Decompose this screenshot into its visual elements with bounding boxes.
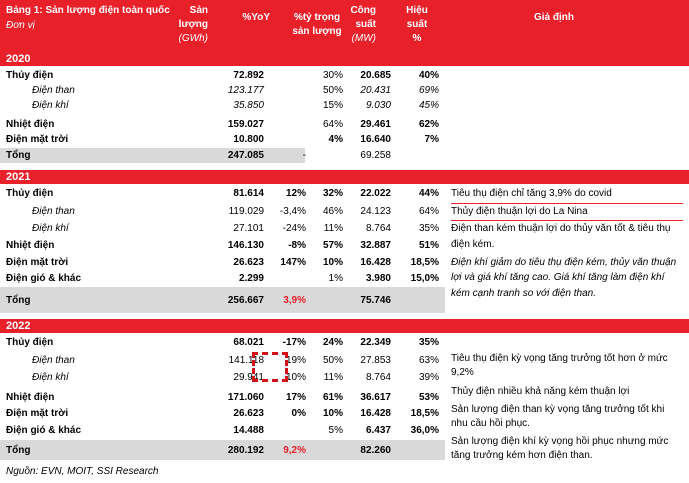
- header-output-1: Sản: [189, 5, 208, 16]
- table-row: Điện khí 35.850 15% 9.030 45%: [32, 100, 439, 111]
- table-row: Điện than 123.177 50% 20.431 69%: [32, 85, 439, 96]
- total-row-2021: Tổng 256.667 3,9% 75.746: [6, 295, 391, 306]
- total-band-2022: [0, 440, 445, 460]
- total-row-2022: Tổng 280.192 9,2% 82.260: [6, 445, 391, 456]
- header-cap-unit: (MW): [351, 33, 376, 44]
- header-eff-unit: %: [412, 33, 422, 44]
- header-eff-2: suất: [406, 19, 428, 30]
- year-label: 2022: [6, 320, 31, 332]
- note-2022: Sản lượng điện than kỳ vọng tăng trưởng …: [451, 404, 665, 415]
- year-bar-2021: 2021: [0, 170, 689, 184]
- note-2021: điện kém.: [451, 239, 495, 250]
- note-2022: Thủy điện nhiều khả năng kém thuận lợi: [451, 386, 630, 397]
- note-2021: lợi và giá khí tăng cao. Giá khí tăng là…: [451, 272, 665, 283]
- total-band-2021: [0, 287, 445, 313]
- note-separator: [451, 203, 683, 204]
- year-label: 2020: [6, 53, 31, 65]
- note-2022: Sản lượng điện khí kỳ vọng hồi phục nhưn…: [451, 436, 669, 447]
- year-bar-2022: 2022: [0, 319, 689, 333]
- table-row: Nhiệt điện 171.060 17% 61% 36.617 53%: [6, 392, 439, 403]
- note-2021: Tiêu thụ điện chỉ tăng 3,9% do covid: [451, 188, 612, 199]
- table-row: Nhiệt điện 159.027 64% 29.461 62%: [6, 119, 439, 130]
- note-2022: tăng trưởng kém hơn điện than.: [451, 450, 593, 461]
- highlight-box: [252, 352, 288, 382]
- note-2022: Tiêu thụ điện kỳ vọng tăng trưởng tốt hơ…: [451, 353, 668, 364]
- note-separator: [451, 220, 683, 221]
- unit-label: Đơn vị: [6, 20, 35, 31]
- table-row: Thủy điện 81.614 12% 32% 22.022 44%: [6, 188, 439, 199]
- table-row: Điện mặt trời 26.623 147% 10% 16.428 18,…: [6, 257, 439, 268]
- source-note: Nguồn: EVN, MOIT, SSI Research: [6, 466, 159, 477]
- table-row: Điện than 119.029 -3,4% 46% 24.123 64%: [32, 206, 439, 217]
- table-row: Nhiệt điện 146.130 -8% 57% 32.887 51%: [6, 240, 439, 251]
- header-output-2: lượng: [178, 19, 208, 30]
- note-2022: nhu cầu hồi phục.: [451, 418, 530, 429]
- header-eff-1: Hiệu: [406, 5, 428, 16]
- table-row: Thủy điện 72.892 30% 20.685 40%: [6, 70, 439, 81]
- note-2022: 9,2%: [451, 367, 474, 378]
- header-cap-1: Công: [350, 5, 376, 16]
- note-2021: Điện than kém thuận lợi do thủy văn tốt …: [451, 223, 671, 234]
- table-row: Điện mặt trời 26.623 0% 10% 16.428 18,5%: [6, 408, 439, 419]
- year-label: 2021: [6, 171, 31, 183]
- table-row: Điện gió & khác 14.488 5% 6.437 36,0%: [6, 425, 439, 436]
- header-share-1: %tỷ trọng: [293, 12, 341, 23]
- table-title: Bảng 1: Sản lượng điện toàn quốc: [6, 5, 170, 16]
- table-row: Điện khí 29.941 10% 11% 8.764 39%: [32, 372, 439, 383]
- header-share-2: sản lượng: [292, 26, 342, 37]
- header-cap-2: suất: [355, 19, 376, 30]
- note-2021: kém cạnh tranh so với điện than.: [451, 288, 597, 299]
- header-output-unit: (GWh): [178, 33, 208, 44]
- table-row: Điện gió & khác 2.299 1% 3.980 15,0%: [6, 273, 439, 284]
- table-row: Điện than 141.118 19% 50% 27.853 63%: [32, 355, 439, 366]
- note-2021: Điện khí giảm do tiêu thụ điện kém, thủy…: [451, 257, 677, 268]
- header-yoy: %YoY: [242, 12, 270, 23]
- table-row: Điện mặt trời 10.800 4% 16.640 7%: [6, 134, 439, 145]
- table-row: Thủy điện 68.021 -17% 24% 22.349 35%: [6, 337, 439, 348]
- header-assumption: Giả định: [534, 12, 574, 23]
- year-bar-2020: 2020: [0, 52, 689, 66]
- total-band-2020: [0, 148, 305, 163]
- table-row: Điện khí 27.101 -24% 11% 8.764 35%: [32, 223, 439, 234]
- note-2021: Thủy điện thuận lợi do La Nina: [451, 206, 588, 217]
- total-row-2020: Tổng 247.085 - 69.258: [6, 150, 391, 161]
- table-header: Bảng 1: Sản lượng điện toàn quốc Đơn vị …: [0, 0, 689, 58]
